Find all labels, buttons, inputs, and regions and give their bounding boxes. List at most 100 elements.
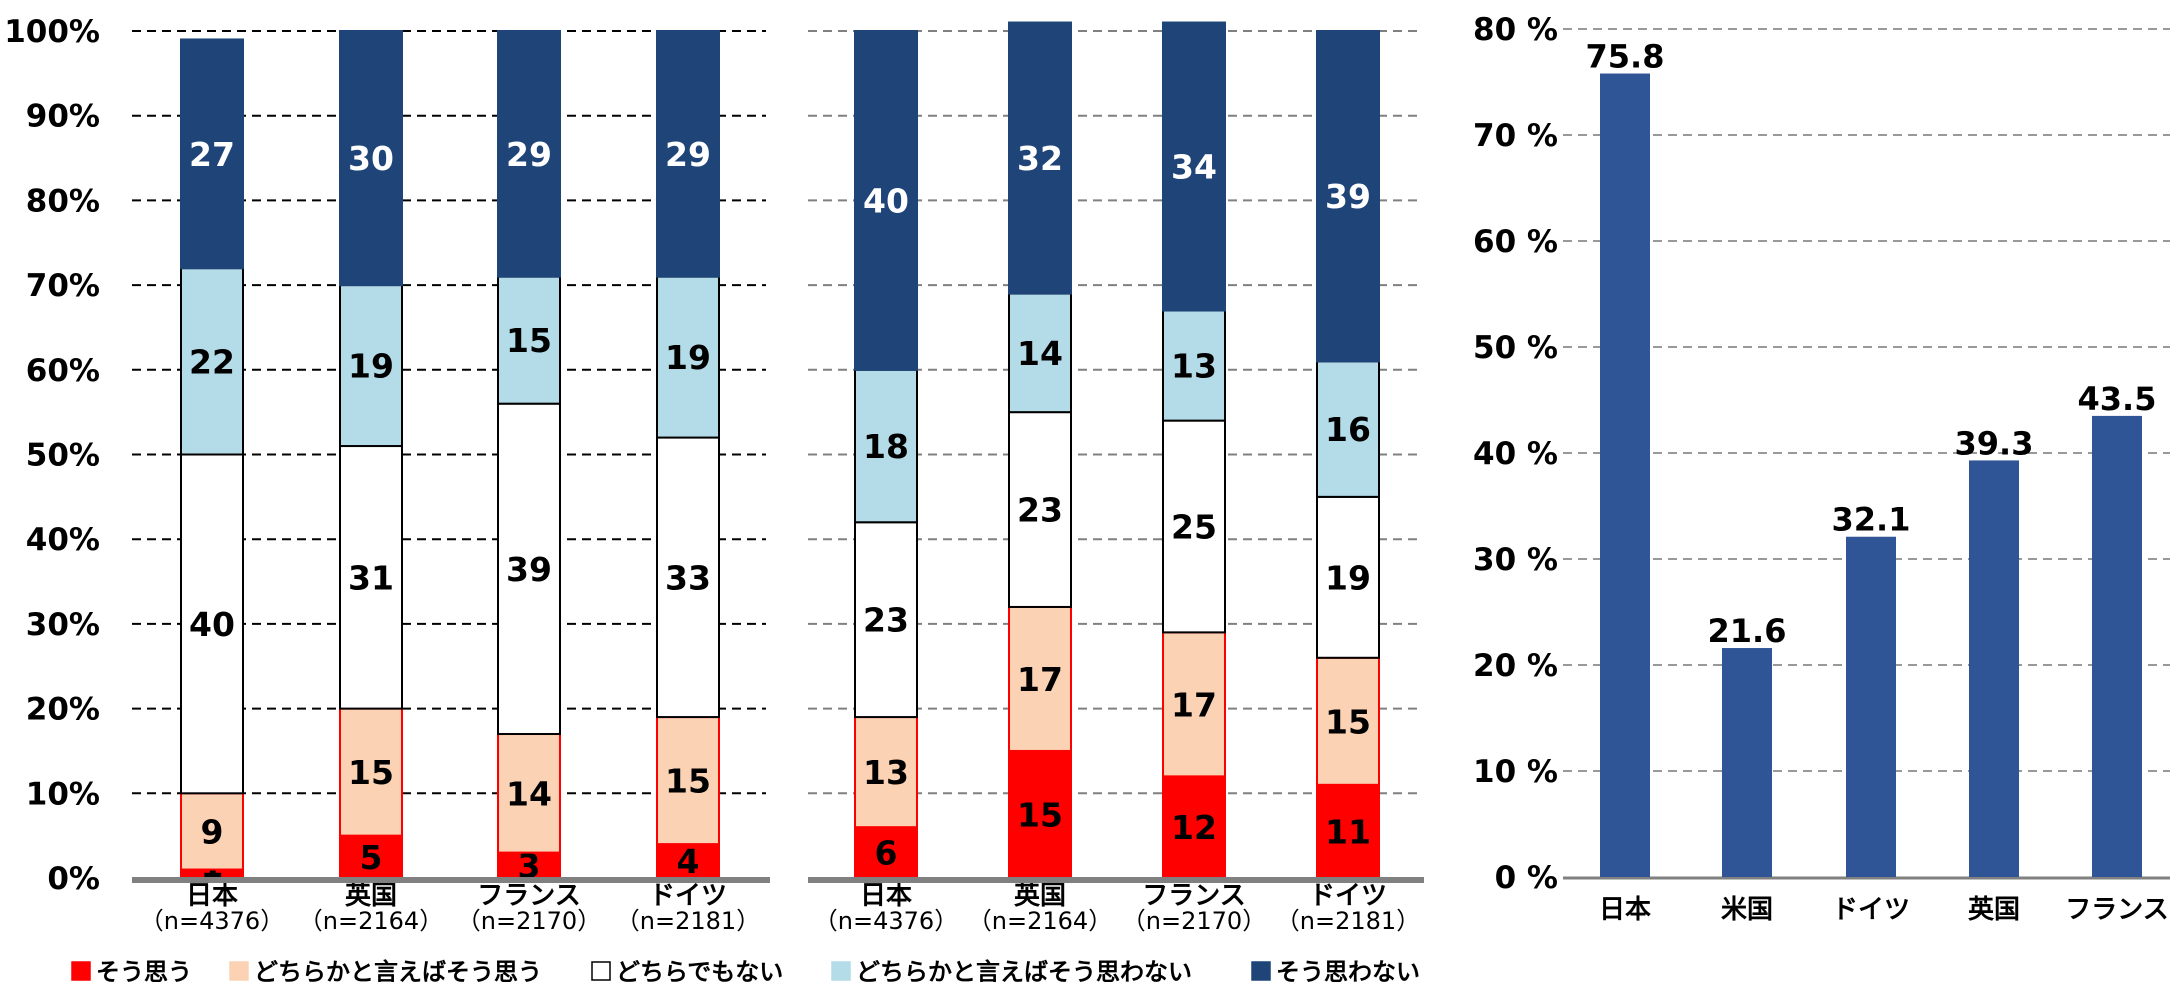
x-category-label: 日本 [186,881,238,911]
data-label: 5 [360,838,383,877]
x-category-label: 米国 [1721,895,1773,925]
stacked-chart-left: 0% 10% 20% 30% 40% 50% 60% 70% 80% 90% 100% 19 40 22 2… [4,14,770,935]
y-tick-label: 90% [26,99,100,135]
legend-label: どちらかと言えばそう思う [254,958,542,982]
data-label: 17 [1017,660,1063,699]
data-label: 23 [863,601,909,640]
y-tick-label: 20 % [1473,648,1558,684]
bar-segment [656,436,720,719]
data-label: 3 [518,846,541,885]
data-label: 13 [863,753,909,792]
bar-segment [1008,21,1072,295]
legend-label: どちらでもない [616,958,783,982]
data-label: 4 [677,842,700,881]
x-category-label: 日本 [1599,895,1651,925]
y-tick-label: 0% [47,861,100,897]
data-label: 23 [1017,491,1063,530]
bar-segment [339,30,403,287]
bar-segment [339,445,403,710]
bar-segment [1008,605,1072,752]
bar-segment [180,38,244,270]
data-label: 15 [1017,795,1063,834]
data-label: 32 [1017,139,1063,178]
x-category-sublabel: （n=2170） [1122,907,1266,935]
x-category-sublabel: （n=2164） [299,907,443,935]
data-label: 39.3 [1955,424,2034,462]
data-label: 11 [1325,812,1371,851]
y-tick-label: 10% [26,776,100,812]
data-label: 14 [1017,334,1063,373]
x-category-sublabel: （n=4376） [140,907,284,935]
x-category-label: フランス [1142,881,1245,911]
data-label: 40 [863,181,909,220]
legend: そう思う どちらかと言えばそう思う どちらでもない どちらかと言えばそう思わない そう思… [71,958,1420,982]
bar-segment [656,716,720,846]
x-category-label: 日本 [860,881,912,911]
bar-segment [854,716,918,829]
bar-segment [1162,631,1226,778]
stacked-chart-middle: 6 13 23 18 40 日本（n=4376） 15 17 23 14 32 英国（n=2164） 1… [808,21,1424,935]
data-label: 15 [506,321,552,360]
data-label: 19 [665,338,711,377]
y-tick-label: 100% [4,14,100,50]
data-label: 15 [348,753,394,792]
x-category-label: ドイツ [1832,895,1910,925]
bar-segment [1316,30,1380,363]
legend-label: そう思わない [1276,958,1420,982]
x-category-label: フランス [2065,895,2168,925]
bar-segment [339,707,403,837]
x-category-label: 英国 [1968,895,2020,925]
x-category-label: フランス [477,881,580,911]
data-label: 39 [1325,177,1371,216]
data-label: 30 [348,139,394,178]
x-category-label: 英国 [345,881,397,911]
y-tick-label: 50 % [1473,330,1558,366]
x-category-label: ドイツ [649,881,727,911]
bar-segment [497,851,561,880]
x-category-sublabel: （n=2181） [1276,907,1420,935]
data-label: 19 [1325,558,1371,597]
legend-swatch [229,961,249,981]
bar-segment [1316,656,1380,786]
y-tick-label: 60 % [1473,224,1558,260]
legend-swatch [591,961,611,981]
bar-segment [180,267,244,456]
bar [1846,536,1896,877]
data-label: 27 [189,135,235,174]
data-label: 34 [1171,148,1217,187]
bar [1722,648,1772,877]
bar-segment [656,30,720,278]
data-label: 75.8 [1586,38,1665,76]
data-label: 22 [189,342,235,381]
x-category-sublabel: （n=2181） [616,907,760,935]
y-tick-label: 30% [26,607,100,643]
legend-swatch [71,961,91,981]
y-tick-label: 10 % [1473,754,1558,790]
data-label: 17 [1171,685,1217,724]
data-label: 15 [665,762,711,801]
data-label: 25 [1171,507,1217,546]
x-category-label: ドイツ [1309,881,1387,911]
y-tick-label: 80% [26,183,100,219]
data-label: 6 [875,834,898,873]
bar-segment [854,30,918,371]
y-tick-label: 20% [26,692,100,728]
y-tick-label: 70% [26,268,100,304]
data-label: 12 [1171,808,1217,847]
bar-segment [1162,419,1226,634]
x-category-label: 英国 [1014,881,1066,911]
data-label: 16 [1325,410,1371,449]
y-tick-label: 40 % [1473,436,1558,472]
data-label: 29 [506,135,552,174]
x-category-sublabel: （n=2164） [968,907,1112,935]
legend-label: どちらかと言えばそう思わない [856,958,1192,982]
bar-segment [1316,360,1380,498]
bar [1969,460,2019,877]
x-category-sublabel: （n=2170） [457,907,601,935]
bar-segment [1162,775,1226,879]
data-label: 15 [1325,702,1371,741]
legend-swatch [1251,961,1271,981]
legend-swatch [831,961,851,981]
data-label: 32.1 [1832,501,1911,539]
data-label: 13 [1171,347,1217,386]
